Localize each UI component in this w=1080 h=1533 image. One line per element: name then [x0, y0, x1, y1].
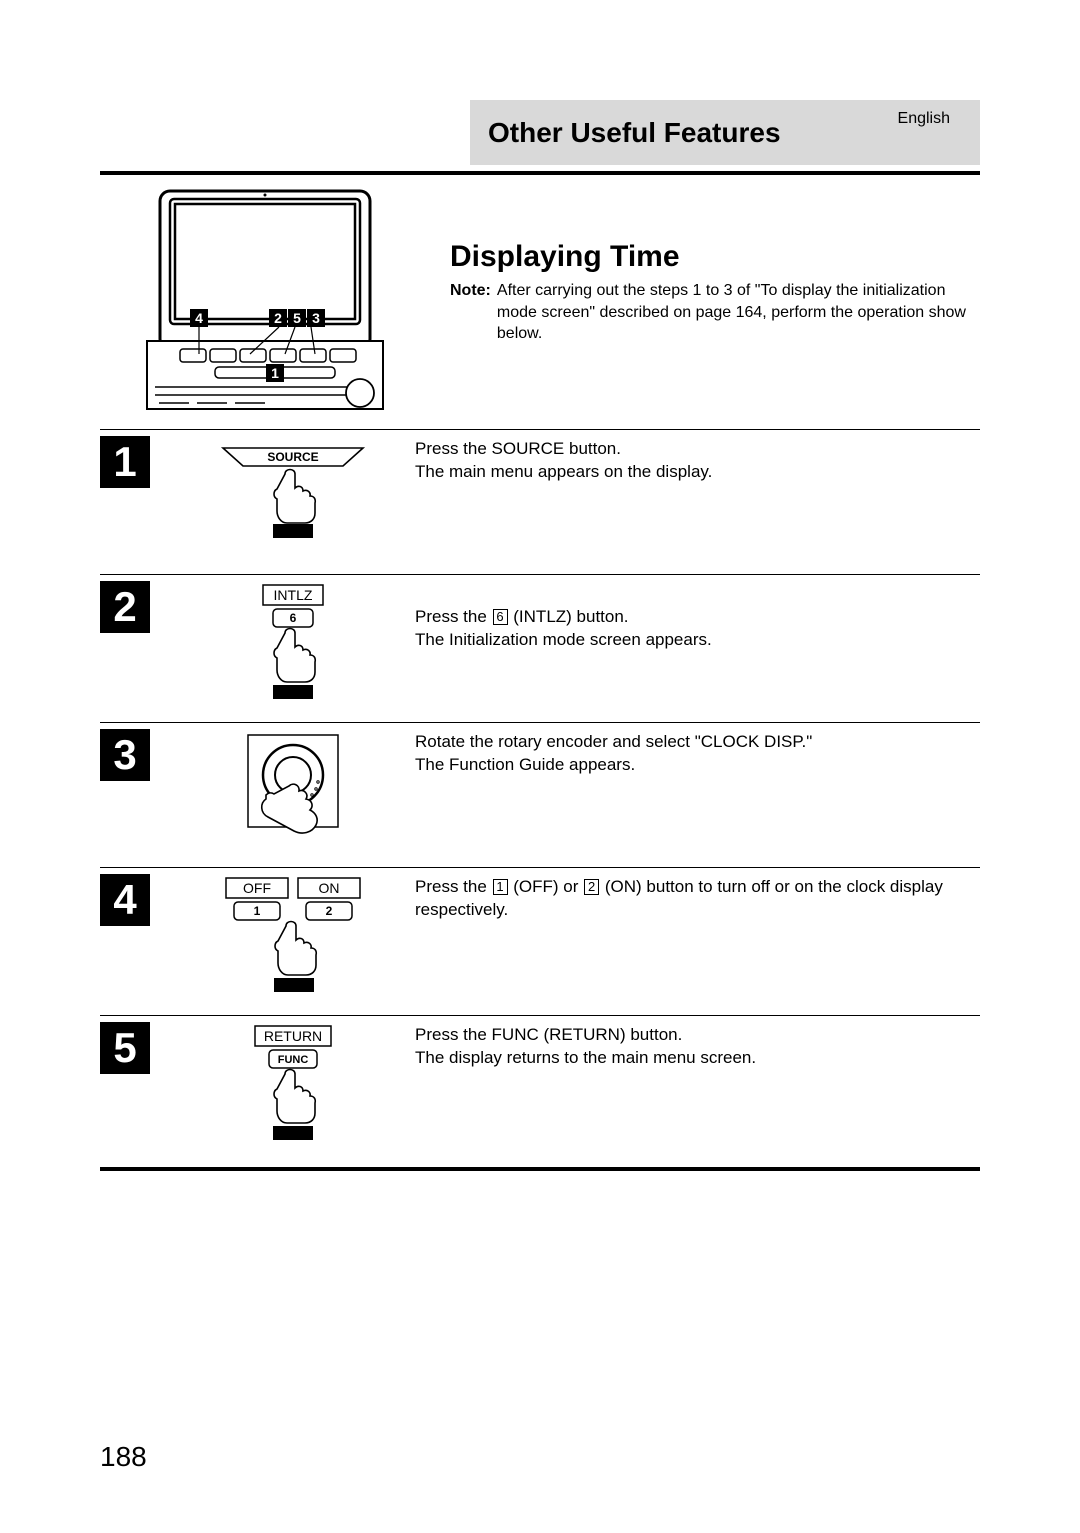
step-number: 1 [100, 436, 150, 488]
section-heading: Displaying Time [450, 240, 980, 274]
step-1: 1 SOURCE Press the SOURCE button. The ma… [100, 429, 980, 574]
callout-3: 3 [307, 309, 325, 327]
callout-2: 2 [269, 309, 287, 327]
intlz-sub: 6 [289, 611, 296, 625]
callout-4: 4 [190, 309, 208, 327]
step-number: 2 [100, 581, 150, 633]
step-4-graphic: OFF ON 1 2 [170, 874, 415, 1009]
rule-thick [100, 171, 980, 175]
step-2-text: Press the 6 (INTLZ) button. The Initiali… [415, 581, 980, 716]
callout-1: 1 [266, 364, 284, 382]
off-sub: 1 [253, 904, 260, 918]
on-label: ON [318, 880, 339, 896]
step-5: 5 RETURN FUNC Press the FUNC (RETURN) bu… [100, 1015, 980, 1163]
inline-key-1: 1 [493, 879, 508, 895]
note-block: Note: After carrying out the steps 1 to … [450, 280, 980, 345]
step-2: 2 INTLZ 6 Press the 6 (INTLZ) button. Th… [100, 574, 980, 722]
inline-key-6: 6 [493, 609, 508, 625]
rule-thick-bottom [100, 1167, 980, 1171]
step-number: 5 [100, 1022, 150, 1074]
step-4: 4 OFF ON 1 2 Press the 1 (OFF) or 2 (ON)… [100, 867, 980, 1015]
off-label: OFF [243, 880, 271, 896]
step-5-text: Press the FUNC (RETURN) button. The disp… [415, 1022, 980, 1157]
step-1-graphic: SOURCE [170, 436, 415, 568]
note-text: After carrying out the steps 1 to 3 of "… [497, 280, 980, 345]
step-number: 4 [100, 874, 150, 926]
inline-key-2: 2 [584, 879, 599, 895]
header-language: English [898, 100, 980, 128]
step-3-graphic [170, 729, 415, 861]
page-number: 188 [100, 1441, 147, 1473]
step-4-text: Press the 1 (OFF) or 2 (ON) button to tu… [415, 874, 980, 1009]
source-button-label: SOURCE [267, 450, 318, 464]
step-1-text: Press the SOURCE button. The main menu a… [415, 436, 980, 568]
step-3-text: Rotate the rotary encoder and select "CL… [415, 729, 980, 861]
intlz-label: INTLZ [273, 587, 312, 603]
note-label: Note: [450, 280, 491, 345]
device-illustration: 4 2 5 3 1 [100, 185, 430, 419]
on-sub: 2 [325, 904, 332, 918]
step-5-graphic: RETURN FUNC [170, 1022, 415, 1157]
step-3: 3 Rotate the rotary encoder and select "… [100, 722, 980, 867]
step-number: 3 [100, 729, 150, 781]
header-bar: Other Useful Features English [470, 100, 980, 165]
step-2-graphic: INTLZ 6 [170, 581, 415, 716]
header-title: Other Useful Features [470, 118, 898, 147]
callout-5: 5 [288, 309, 306, 327]
return-label: RETURN [263, 1028, 321, 1044]
func-label: FUNC [277, 1054, 308, 1066]
